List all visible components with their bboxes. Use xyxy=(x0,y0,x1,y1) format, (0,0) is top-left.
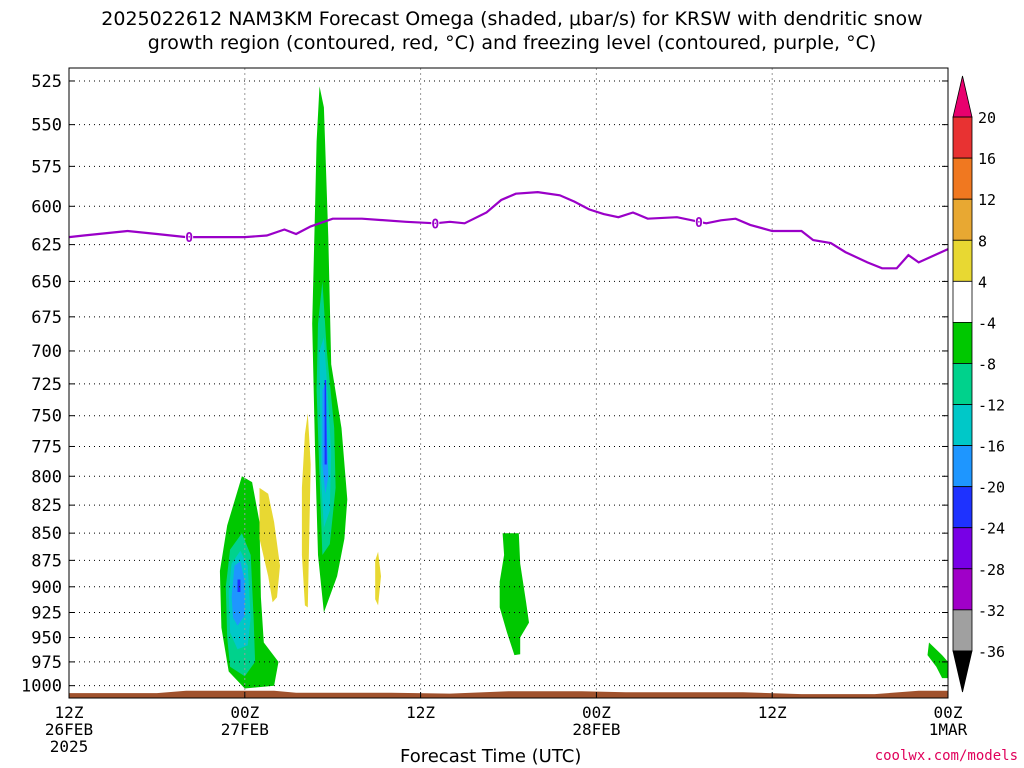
y-axis: 525 550 575 600 625 650 675 700 725 750 775 800 825 8… xyxy=(21,72,948,697)
x-tick-label-2-0: 12Z xyxy=(406,703,435,722)
omega-region-12 xyxy=(375,551,381,606)
omega-region-11 xyxy=(301,413,311,608)
omega-region-3 xyxy=(231,561,245,626)
colorbar-segment-5 xyxy=(952,280,973,323)
x-tick-label-4-0: 12Z xyxy=(758,703,787,722)
freezing-level-label-0: 0 xyxy=(185,231,193,246)
colorbar-label-2: 12 xyxy=(978,191,996,209)
colorbar-segment-7 xyxy=(952,363,973,405)
freezing-level-label-2: 0 xyxy=(695,216,703,231)
colorbar-label-7: -12 xyxy=(978,397,1005,415)
colorbar-segment-11 xyxy=(952,527,973,570)
y-tick-label-5: 650 xyxy=(31,272,62,292)
freezing-level-label-1: 0 xyxy=(431,217,439,232)
colorbar-label-10: -24 xyxy=(978,520,1005,538)
y-tick-label-1: 550 xyxy=(31,116,62,136)
omega-region-13 xyxy=(499,533,529,656)
y-tick-label-6: 675 xyxy=(31,308,62,328)
colorbar-segment-10 xyxy=(952,486,973,529)
omega-region-9 xyxy=(324,380,327,465)
colorbar-label-8: -16 xyxy=(978,438,1005,456)
plot-frame xyxy=(68,67,949,699)
watermark: coolwx.com/models xyxy=(874,748,1018,764)
x-tick-label-3-1: 28FEB xyxy=(572,720,620,739)
colorbar-segment-13 xyxy=(952,609,973,652)
y-tick-label-9: 750 xyxy=(31,407,62,427)
x-tick-label-5-0: 00Z xyxy=(934,703,963,722)
colorbar-segment-6 xyxy=(952,321,973,364)
colorbar-segment-14 xyxy=(952,650,973,693)
grid-layer xyxy=(69,68,948,698)
freezing-level-layer: 0 0 0 xyxy=(68,190,949,270)
colorbar-label-1: 16 xyxy=(978,150,996,168)
x-tick-label-5-1: 1MAR xyxy=(929,720,968,739)
y-tick-label-19: 1000 xyxy=(21,677,62,697)
colorbar-label-4: 4 xyxy=(978,273,987,291)
omega-shading-layer xyxy=(219,86,948,689)
x-tick-label-0-0: 12Z xyxy=(55,703,84,722)
colorbar-segment-8 xyxy=(952,404,973,446)
y-tick-label-14: 875 xyxy=(31,551,62,571)
colorbar-label-6: -8 xyxy=(978,355,996,373)
x-tick-label-1-0: 00Z xyxy=(230,703,259,722)
y-tick-label-8: 725 xyxy=(31,375,62,395)
colorbar-label-9: -20 xyxy=(978,479,1005,497)
y-tick-label-15: 900 xyxy=(31,578,62,598)
x-tick-label-0-1: 26FEB xyxy=(45,720,93,739)
y-tick-label-12: 825 xyxy=(31,496,62,516)
colorbar: 20 16 12 8 4 -4 -8 -12 -16 -20 -24 -28 -32 -36 xyxy=(952,75,1005,693)
y-tick-label-7: 700 xyxy=(31,342,62,362)
colorbar-segment-9 xyxy=(952,445,973,488)
freezing-level-line xyxy=(68,190,949,270)
y-tick-label-17: 950 xyxy=(31,629,62,649)
colorbar-segment-3 xyxy=(952,198,973,241)
colorbar-label-3: 8 xyxy=(978,232,987,250)
x-tick-label-0-2: 2025 xyxy=(50,737,89,756)
colorbar-label-5: -4 xyxy=(978,314,996,332)
freezing-level-label-bg-2 xyxy=(694,214,703,228)
x-tick-label-3-0: 00Z xyxy=(582,703,611,722)
freezing-level-label-bg-0 xyxy=(185,230,194,244)
x-axis-title: Forecast Time (UTC) xyxy=(400,746,582,767)
y-tick-label-2: 575 xyxy=(31,157,62,177)
colorbar-label-13: -36 xyxy=(978,643,1005,661)
colorbar-label-11: -28 xyxy=(978,561,1005,579)
omega-region-4 xyxy=(237,579,241,592)
y-tick-label-11: 800 xyxy=(31,467,62,487)
colorbar-segment-2 xyxy=(952,157,973,200)
terrain-layer xyxy=(69,690,948,698)
y-tick-label-0: 525 xyxy=(31,72,62,92)
chart-title-line-1: 2025022612 NAM3KM Forecast Omega (shaded… xyxy=(101,8,923,30)
colorbar-segment-0 xyxy=(952,75,973,118)
terrain-surface xyxy=(69,690,948,698)
y-tick-label-3: 600 xyxy=(31,197,62,217)
y-tick-label-13: 850 xyxy=(31,524,62,544)
y-tick-label-4: 625 xyxy=(31,236,62,256)
colorbar-label-0: 20 xyxy=(978,109,996,127)
freezing-level-label-bg-1 xyxy=(431,216,440,230)
chart-title-line-2: growth region (contoured, red, °C) and f… xyxy=(147,32,877,54)
x-tick-label-1-1: 27FEB xyxy=(221,720,269,739)
colorbar-segment-1 xyxy=(952,116,973,159)
colorbar-segment-4 xyxy=(952,239,973,282)
colorbar-segment-12 xyxy=(952,568,973,611)
omega-region-10 xyxy=(259,487,280,603)
y-tick-label-10: 775 xyxy=(31,437,62,457)
y-tick-label-16: 925 xyxy=(31,604,62,624)
omega-region-14 xyxy=(927,642,948,679)
colorbar-label-12: -32 xyxy=(978,602,1005,620)
y-tick-label-18: 975 xyxy=(31,653,62,673)
